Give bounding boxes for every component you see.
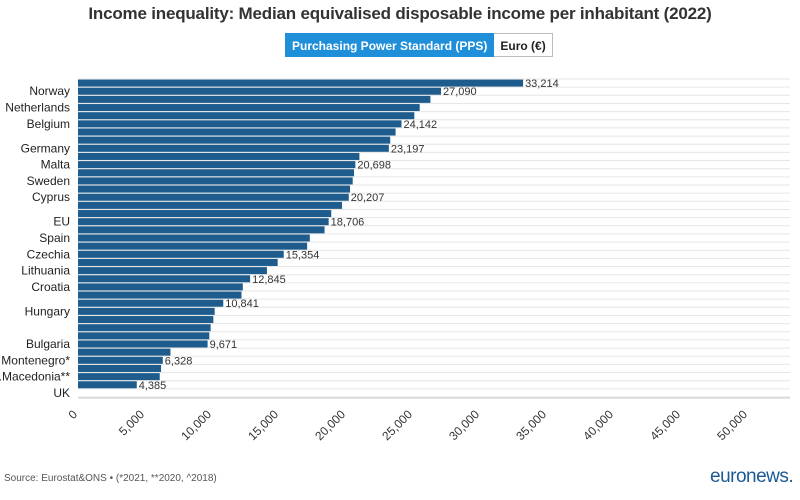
bar[interactable] bbox=[78, 356, 163, 364]
category-label: Malta bbox=[41, 158, 71, 172]
bar[interactable] bbox=[78, 340, 208, 348]
bar[interactable] bbox=[78, 152, 360, 160]
data-label: 24,142 bbox=[404, 119, 438, 131]
bar[interactable] bbox=[78, 267, 267, 275]
category-label: UK bbox=[53, 386, 70, 400]
data-label: 33,214 bbox=[525, 78, 559, 90]
pps-toggle-button[interactable]: Purchasing Power Standard (PPS) bbox=[285, 33, 495, 57]
bar[interactable] bbox=[78, 128, 396, 136]
bar[interactable] bbox=[78, 218, 329, 226]
bar[interactable] bbox=[78, 381, 137, 389]
bar[interactable] bbox=[78, 79, 524, 87]
bar[interactable] bbox=[78, 332, 210, 340]
category-label: N.Macedonia** bbox=[0, 370, 70, 384]
x-tick-label: 30,000 bbox=[446, 407, 482, 443]
bar[interactable] bbox=[78, 373, 160, 381]
bar[interactable] bbox=[78, 144, 389, 152]
bar[interactable] bbox=[78, 291, 242, 299]
data-label: 10,841 bbox=[225, 298, 259, 310]
category-label: Belgium bbox=[27, 117, 70, 131]
x-tick-label: 0 bbox=[65, 407, 80, 422]
bar[interactable] bbox=[78, 193, 349, 201]
bar[interactable] bbox=[78, 324, 211, 332]
bar[interactable] bbox=[78, 364, 162, 372]
category-label: EU bbox=[53, 215, 70, 229]
x-tick-label: 15,000 bbox=[245, 407, 281, 443]
data-label: 18,706 bbox=[331, 217, 365, 229]
bar[interactable] bbox=[78, 95, 431, 103]
bar[interactable] bbox=[78, 169, 355, 177]
bar[interactable] bbox=[78, 316, 214, 324]
category-label: Bulgaria bbox=[26, 337, 70, 351]
bar[interactable] bbox=[78, 161, 356, 169]
data-label: 4,385 bbox=[139, 380, 167, 392]
x-tick-label: 20,000 bbox=[312, 407, 348, 443]
bar-series bbox=[78, 79, 524, 389]
data-label: 20,207 bbox=[351, 192, 385, 204]
logo-dot: . bbox=[788, 466, 794, 487]
category-label: Croatia bbox=[31, 280, 70, 294]
logo-part-news: news bbox=[746, 466, 789, 487]
x-tick-label: 10,000 bbox=[178, 407, 214, 443]
x-tick-label: 25,000 bbox=[379, 407, 415, 443]
data-label: 12,845 bbox=[252, 274, 286, 286]
category-labels: Norway Netherlands Belgium Germany Malta Swed… bbox=[0, 84, 70, 400]
bar[interactable] bbox=[78, 307, 215, 315]
bar[interactable] bbox=[78, 242, 308, 250]
bar[interactable] bbox=[78, 234, 310, 242]
category-label: Hungary bbox=[25, 304, 70, 318]
category-label: Cyprus bbox=[32, 190, 70, 204]
data-label: 9,671 bbox=[210, 339, 238, 351]
bar[interactable] bbox=[78, 348, 171, 356]
x-tick-label: 35,000 bbox=[513, 407, 549, 443]
bar[interactable] bbox=[78, 210, 332, 218]
category-label: Czechia bbox=[27, 247, 71, 261]
category-label: Norway bbox=[29, 84, 70, 98]
bar[interactable] bbox=[78, 87, 442, 95]
bar[interactable] bbox=[78, 258, 278, 266]
euronews-logo: euronews. bbox=[710, 466, 794, 488]
category-label: Sweden bbox=[27, 174, 70, 188]
bar[interactable] bbox=[78, 104, 420, 112]
bar[interactable] bbox=[78, 299, 224, 307]
bar[interactable] bbox=[78, 201, 342, 209]
category-label: Netherlands bbox=[5, 101, 70, 115]
data-label: 20,698 bbox=[357, 160, 391, 172]
logo-part-euro: euro bbox=[710, 466, 747, 487]
x-axis-ticks: 0 5,000 10,000 15,000 20,000 25,000 30,000 35,0… bbox=[65, 407, 750, 443]
bar[interactable] bbox=[78, 136, 391, 144]
bar[interactable] bbox=[78, 275, 251, 283]
bar[interactable] bbox=[78, 283, 243, 291]
x-tick-label: 40,000 bbox=[580, 407, 616, 443]
category-label: Montenegro* bbox=[1, 353, 70, 367]
currency-toggle: Purchasing Power Standard (PPS) Euro (€) bbox=[285, 33, 553, 57]
bar-chart: Norway Netherlands Belgium Germany Malta Swed… bbox=[0, 78, 790, 443]
category-label: Germany bbox=[21, 141, 70, 155]
bar[interactable] bbox=[78, 226, 325, 234]
x-tick-label: 45,000 bbox=[647, 407, 683, 443]
category-label: Lithuania bbox=[21, 264, 70, 278]
bar[interactable] bbox=[78, 250, 284, 258]
data-label: 23,197 bbox=[391, 143, 425, 155]
bar[interactable] bbox=[78, 112, 415, 120]
data-label: 15,354 bbox=[286, 249, 320, 261]
bar[interactable] bbox=[78, 185, 351, 193]
euro-toggle-button[interactable]: Euro (€) bbox=[494, 33, 553, 57]
grid-lines bbox=[78, 78, 790, 399]
data-label: 27,090 bbox=[443, 86, 477, 98]
x-tick-label: 5,000 bbox=[116, 407, 147, 438]
chart-title: Income inequality: Median equivalised di… bbox=[88, 4, 712, 23]
bar[interactable] bbox=[78, 120, 402, 128]
bar[interactable] bbox=[78, 177, 353, 185]
category-label: Spain bbox=[39, 231, 70, 245]
data-label: 6,328 bbox=[165, 355, 193, 367]
source-note: Source: Eurostat&ONS • (*2021, **2020, ^… bbox=[4, 473, 217, 484]
x-tick-label: 50,000 bbox=[714, 407, 750, 443]
